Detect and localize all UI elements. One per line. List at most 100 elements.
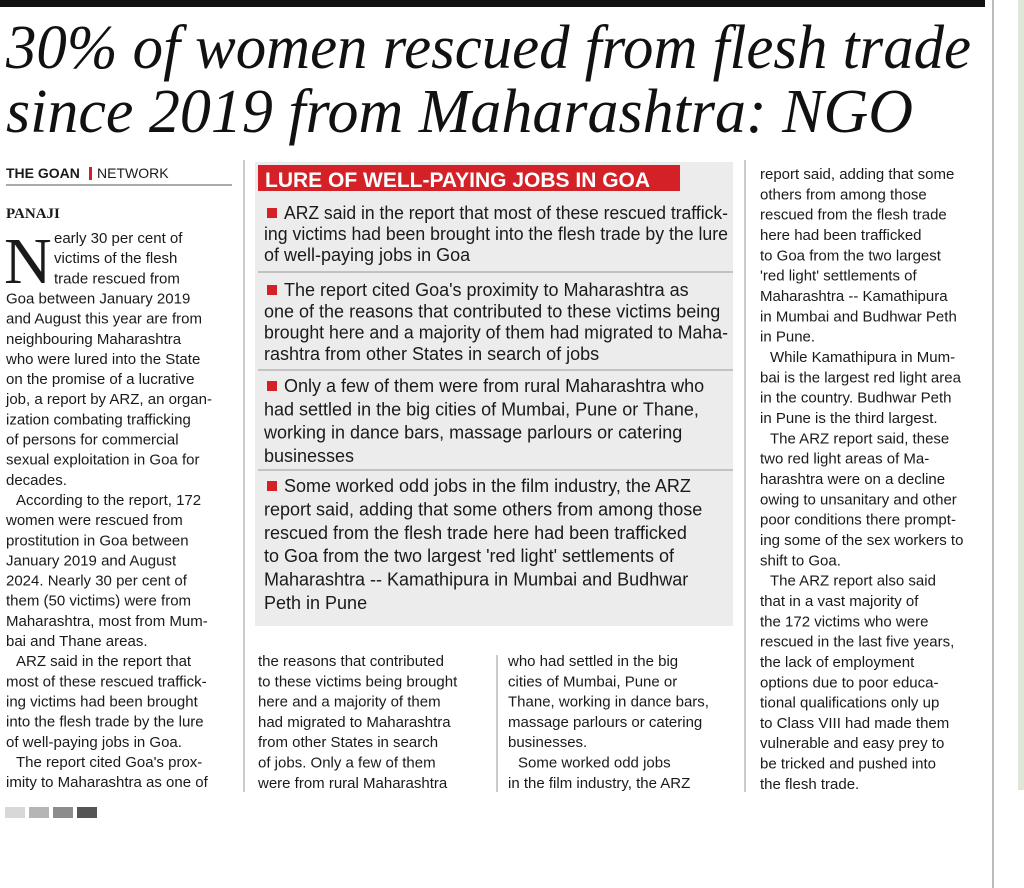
scan-edge	[1018, 0, 1024, 790]
body-line: and August this year are from	[6, 311, 202, 328]
body-line: to Goa from the two largest	[760, 247, 942, 264]
desk: NETWORK	[97, 165, 169, 181]
body-line: cities of Mumbai, Pune or	[508, 673, 677, 690]
body-line: be tricked and pushed into	[760, 756, 936, 773]
body-line: them (50 victims) were from	[6, 593, 191, 610]
dateline: PANAJI	[6, 206, 60, 222]
bullet-line: one of the reasons that contributed to t…	[264, 301, 720, 321]
byline-separator	[89, 167, 92, 180]
bullet-line: Maharashtra -- Kamathipura in Mumbai and…	[264, 570, 688, 590]
headline: since 2019 from Maharashtra: NGO	[6, 78, 913, 146]
body-line: Maharashtra, most from Mum-	[6, 613, 208, 630]
body-line: in Pune.	[760, 329, 815, 346]
box-title-bar	[258, 165, 680, 191]
body-line: early 30 per cent of	[54, 230, 183, 247]
body-line: the flesh trade.	[760, 776, 859, 793]
bullet-square	[267, 481, 277, 491]
body-line: who had settled in the big	[507, 653, 678, 670]
bullet-line: ing victims had been brought into the fl…	[264, 224, 728, 244]
drop-cap: N	[4, 225, 52, 298]
body-line: January 2019 and August	[6, 552, 177, 569]
bullet-line: Peth in Pune	[264, 593, 367, 613]
bullet-line: businesses	[264, 446, 354, 466]
bullet-line: brought here and a majority of them had …	[264, 323, 728, 343]
body-line: The report cited Goa's prox-	[16, 754, 202, 771]
gray-block	[77, 807, 97, 818]
bullet-line: Some worked odd jobs in the film industr…	[284, 476, 691, 496]
box-background	[255, 162, 733, 626]
body-line: The ARZ report said, these	[770, 430, 949, 447]
body-line: rescued from the flesh trade	[760, 207, 947, 224]
body-line: here had been trafficked	[760, 227, 922, 244]
body-line: 2024. Nearly 30 per cent of	[6, 573, 188, 590]
body-line: the reasons that contributed	[258, 653, 444, 670]
bullet-line: report said, adding that some others fro…	[264, 499, 702, 519]
body-line: were from rural Maharashtra	[257, 775, 448, 792]
bullet-line: rescued from the flesh trade here had be…	[264, 523, 687, 543]
body-line: The ARZ report also said	[770, 573, 936, 590]
body-line: Some worked odd jobs	[518, 755, 671, 772]
body-line: bai is the largest red light area	[760, 369, 962, 386]
body-line: ing victims had been brought	[6, 693, 199, 710]
body-line: in Mumbai and Budhwar Peth	[760, 308, 957, 325]
body-line: owing to unsanitary and other	[760, 491, 957, 508]
body-line: Maharashtra -- Kamathipura	[760, 288, 948, 305]
bullet-line: ARZ said in the report that most of thes…	[284, 203, 728, 223]
body-line: ARZ said in the report that	[16, 653, 192, 670]
body-line: imity to Maharashtra as one of	[6, 774, 209, 791]
body-line: decades.	[6, 472, 67, 489]
bullet-line: rashtra from other States in search of j…	[264, 344, 599, 364]
body-line: options due to poor educa-	[760, 674, 938, 691]
body-line: tional qualifications only up	[760, 695, 939, 712]
body-line: bai and Thane areas.	[6, 633, 148, 650]
body-line: sexual exploitation in Goa for	[6, 452, 199, 469]
body-line: 'red light' settlements of	[760, 268, 917, 285]
body-line: of jobs. Only a few of them	[258, 755, 436, 772]
body-line: neighbouring Maharashtra	[6, 331, 182, 348]
bullet-line: Only a few of them were from rural Mahar…	[284, 376, 704, 396]
body-line: poor conditions there prompt-	[760, 512, 956, 529]
body-line: who were lured into the State	[5, 351, 200, 368]
headline: 30% of women rescued from flesh trade	[5, 14, 971, 82]
bullet-line: working in dance bars, massage parlours …	[263, 423, 682, 443]
body-line: trade rescued from	[54, 270, 180, 287]
body-line: Goa between January 2019	[6, 290, 190, 307]
body-line: shift to Goa.	[760, 552, 841, 569]
body-line: of persons for commercial	[6, 432, 179, 449]
top-rule	[0, 0, 985, 7]
box-title: LURE OF WELL-PAYING JOBS IN GOA	[265, 169, 650, 192]
body-line: to Class VIII had made them	[760, 715, 949, 732]
body-line: ing some of the sex workers to	[760, 532, 963, 549]
body-line: prostitution in Goa between	[6, 532, 189, 549]
body-line: here and a majority of them	[258, 694, 441, 711]
body-line: While Kamathipura in Mum-	[770, 349, 955, 366]
body-line: victims of the flesh	[54, 250, 177, 267]
body-line: According to the report, 172	[16, 492, 201, 509]
bullet-line: The report cited Goa's proximity to Maha…	[284, 280, 689, 300]
body-line: women were rescued from	[5, 512, 183, 529]
body-line: the lack of employment	[760, 654, 915, 671]
body-line: in Pune is the third largest.	[760, 410, 938, 427]
body-line: into the flesh trade by the lure	[6, 714, 204, 731]
body-line: Thane, working in dance bars,	[508, 694, 709, 711]
bullet-square	[267, 208, 277, 218]
bullet-line: of well-paying jobs in Goa	[264, 245, 471, 265]
publication: THE GOAN	[6, 165, 80, 181]
body-line: report said, adding that some	[760, 166, 954, 183]
bullet-square	[267, 285, 277, 295]
body-line: had migrated to Maharashtra	[258, 714, 451, 731]
page-marks	[5, 807, 97, 818]
body-line: in the country. Budhwar Peth	[760, 390, 952, 407]
body-line: harashtra were on a decline	[760, 471, 945, 488]
body-line: from other States in search	[258, 734, 438, 751]
body-line: on the promise of a lucrative	[6, 371, 194, 388]
body-line: to these victims being brought	[258, 673, 458, 690]
body-line: ization combating trafficking	[6, 411, 191, 428]
gray-block	[53, 807, 73, 818]
body-line: of well-paying jobs in Goa.	[6, 734, 182, 751]
body-line: that in a vast majority of	[760, 593, 919, 610]
body-line: vulnerable and easy prey to	[760, 735, 944, 752]
gray-block	[5, 807, 25, 818]
body-line: in the film industry, the ARZ	[508, 775, 690, 792]
